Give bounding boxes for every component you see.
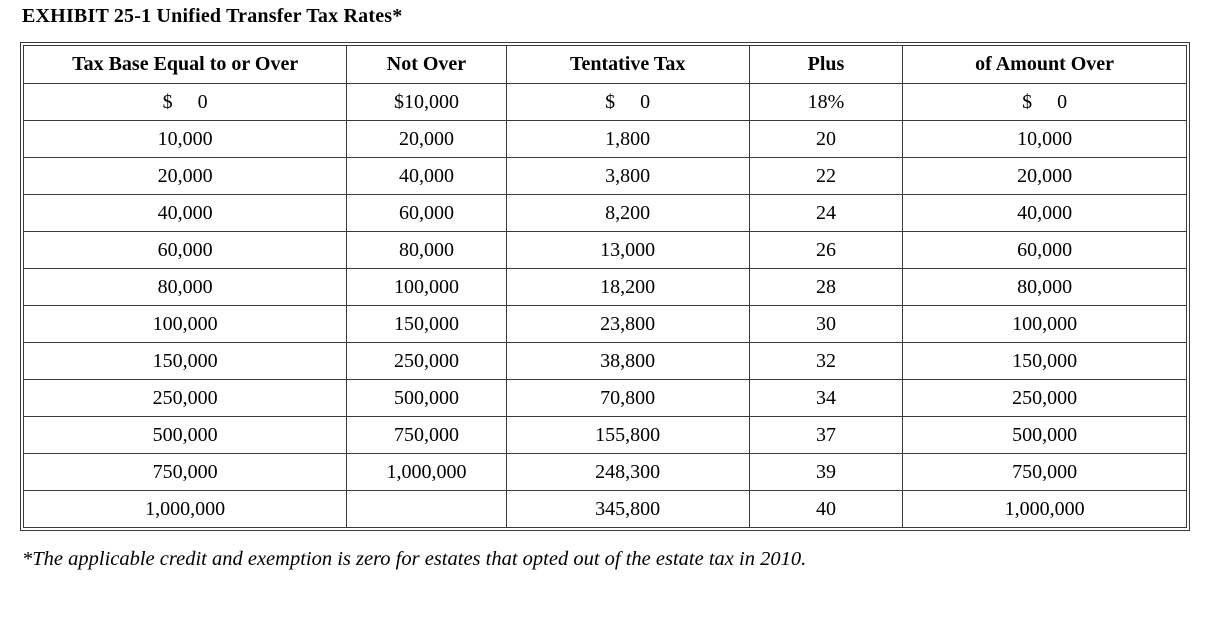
- table-cell: 100,000: [346, 268, 507, 306]
- column-header-tax-base: Tax Base Equal to or Over: [22, 45, 348, 84]
- table-cell: 60,000: [902, 231, 1187, 269]
- table-cell: 70,800: [505, 379, 750, 417]
- table-cell: 1,000,000: [22, 490, 348, 528]
- table-cell: 23,800: [505, 305, 750, 343]
- table-cell: 750,000: [902, 453, 1187, 491]
- table-cell: 150,000: [346, 305, 507, 343]
- table-cell: 100,000: [902, 305, 1187, 343]
- table-cell: 10,000: [902, 120, 1187, 158]
- table-cell: 80,000: [346, 231, 507, 269]
- table-cell: $ 0: [902, 83, 1187, 121]
- table-cell: 100,000: [22, 305, 348, 343]
- table-cell: 39: [748, 453, 904, 491]
- table-row: 250,000 500,000 70,800 34 250,000: [22, 379, 1187, 417]
- table-cell: [346, 490, 507, 528]
- table-cell: 250,000: [346, 342, 507, 380]
- table-cell: $ 0: [505, 83, 750, 121]
- table-cell: 80,000: [902, 268, 1187, 306]
- table-cell: 1,800: [505, 120, 750, 158]
- table-row: 60,000 80,000 13,000 26 60,000: [22, 231, 1187, 269]
- table-row: 10,000 20,000 1,800 20 10,000: [22, 120, 1187, 158]
- table-cell: 22: [748, 157, 904, 195]
- table-cell: 18%: [748, 83, 904, 121]
- table-cell: 60,000: [22, 231, 348, 269]
- table-cell: 20,000: [346, 120, 507, 158]
- table-cell: 80,000: [22, 268, 348, 306]
- table-cell: 37: [748, 416, 904, 454]
- table-cell: 1,000,000: [902, 490, 1187, 528]
- table-cell: 150,000: [902, 342, 1187, 380]
- table-cell: 1,000,000: [346, 453, 507, 491]
- table-cell: 248,300: [505, 453, 750, 491]
- table-row: 500,000 750,000 155,800 37 500,000: [22, 416, 1187, 454]
- table-cell: 250,000: [902, 379, 1187, 417]
- table-row: 80,000 100,000 18,200 28 80,000: [22, 268, 1187, 306]
- table-row: 750,000 1,000,000 248,300 39 750,000: [22, 453, 1187, 491]
- page-title: EXHIBIT 25-1 Unified Transfer Tax Rates*: [22, 5, 403, 27]
- table-cell: 32: [748, 342, 904, 380]
- table-cell: 24: [748, 194, 904, 232]
- table-cell: 150,000: [22, 342, 348, 380]
- table-row: $ 0 $10,000 $ 0 18% $ 0: [22, 83, 1187, 121]
- table-cell: 250,000: [22, 379, 348, 417]
- table-body: $ 0 $10,000 $ 0 18% $ 0 10,000 20,000 1,800 20 10…: [22, 83, 1187, 528]
- table-cell: 40,000: [902, 194, 1187, 232]
- table-cell: 10,000: [22, 120, 348, 158]
- table-cell: 500,000: [902, 416, 1187, 454]
- table-row: 20,000 40,000 3,800 22 20,000: [22, 157, 1187, 195]
- table-row: 40,000 60,000 8,200 24 40,000: [22, 194, 1187, 232]
- column-header-of-amount-over: of Amount Over: [902, 45, 1187, 84]
- table-cell: 750,000: [22, 453, 348, 491]
- table-cell: 500,000: [346, 379, 507, 417]
- column-header-plus: Plus: [748, 45, 904, 84]
- table-cell: 30: [748, 305, 904, 343]
- table-cell: 20: [748, 120, 904, 158]
- table-cell: 60,000: [346, 194, 507, 232]
- table-cell: $ 0: [22, 83, 348, 121]
- table-cell: 40,000: [22, 194, 348, 232]
- table-cell: 500,000: [22, 416, 348, 454]
- footnote: *The applicable credit and exemption is …: [22, 548, 807, 570]
- table-cell: 8,200: [505, 194, 750, 232]
- table-header-row: Tax Base Equal to or Over Not Over Tenta…: [22, 45, 1187, 84]
- table-row: 1,000,000 345,800 40 1,000,000: [22, 490, 1187, 528]
- table-cell: 18,200: [505, 268, 750, 306]
- column-header-not-over: Not Over: [346, 45, 507, 84]
- table-cell: 155,800: [505, 416, 750, 454]
- tax-rates-table-frame: Tax Base Equal to or Over Not Over Tenta…: [20, 42, 1190, 531]
- table-row: 150,000 250,000 38,800 32 150,000: [22, 342, 1187, 380]
- table-cell: 40,000: [346, 157, 507, 195]
- unified-transfer-tax-rates-table: Tax Base Equal to or Over Not Over Tenta…: [22, 45, 1187, 528]
- table-cell: 38,800: [505, 342, 750, 380]
- table-cell: 20,000: [902, 157, 1187, 195]
- table-cell: 34: [748, 379, 904, 417]
- table-cell: 26: [748, 231, 904, 269]
- table-cell: 13,000: [505, 231, 750, 269]
- table-cell: 750,000: [346, 416, 507, 454]
- table-cell: 3,800: [505, 157, 750, 195]
- table-cell: 28: [748, 268, 904, 306]
- table-cell: 345,800: [505, 490, 750, 528]
- table-cell: 20,000: [22, 157, 348, 195]
- column-header-tentative-tax: Tentative Tax: [505, 45, 750, 84]
- table-cell: $10,000: [346, 83, 507, 121]
- table-row: 100,000 150,000 23,800 30 100,000: [22, 305, 1187, 343]
- table-cell: 40: [748, 490, 904, 528]
